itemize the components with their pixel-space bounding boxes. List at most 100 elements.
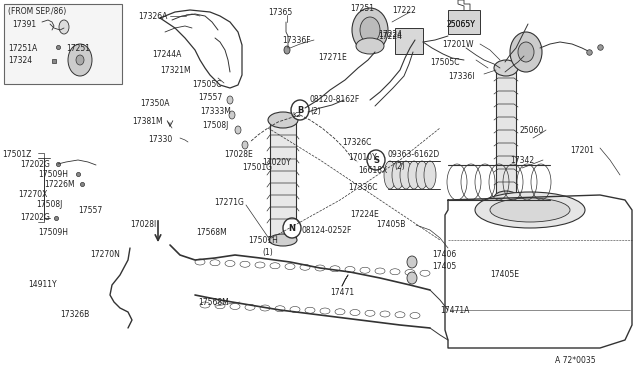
Ellipse shape [59,20,69,34]
Text: 17365: 17365 [268,8,292,17]
Ellipse shape [384,161,396,189]
Text: 17505C: 17505C [430,58,460,67]
Ellipse shape [242,141,248,149]
Ellipse shape [76,55,84,65]
Ellipse shape [416,161,428,189]
Text: 17202G: 17202G [20,160,50,169]
Text: 17202G: 17202G [20,213,50,222]
Text: 09363-6162D: 09363-6162D [388,150,440,159]
Ellipse shape [494,191,518,205]
Text: 17222: 17222 [392,6,416,15]
Text: (FROM SEP./86): (FROM SEP./86) [8,7,67,16]
Text: 25060: 25060 [520,126,544,135]
Text: 17010Y: 17010Y [348,153,377,162]
Bar [448,10,480,34]
Text: 17251: 17251 [66,44,90,53]
Text: 17251A: 17251A [8,44,37,53]
Text: 17333M: 17333M [200,107,231,116]
Text: 08124-0252F: 08124-0252F [302,226,353,235]
Text: 17324: 17324 [8,56,32,65]
Text: 17224: 17224 [378,30,402,39]
Bar [496,68,516,198]
Text: 17321M: 17321M [160,66,191,75]
Bar [4,4,122,84]
Text: 17251: 17251 [350,4,374,13]
Bar [270,120,296,240]
Text: 25065Y: 25065Y [447,20,476,29]
Text: 17391: 17391 [12,20,36,29]
Text: N: N [289,224,296,232]
Text: 17226M: 17226M [44,180,75,189]
Text: 17508J: 17508J [202,121,228,130]
Ellipse shape [367,150,385,170]
Text: 17028I: 17028I [130,220,156,229]
Text: (2): (2) [310,107,321,116]
Text: 17381M: 17381M [132,117,163,126]
Ellipse shape [424,161,436,189]
Ellipse shape [408,161,420,189]
Text: 14911Y: 14911Y [28,280,56,289]
Bar [395,28,423,54]
Text: 17557: 17557 [78,206,102,215]
Ellipse shape [284,46,290,54]
Ellipse shape [229,111,235,119]
Ellipse shape [235,126,241,134]
Text: 17336C: 17336C [348,183,378,192]
Text: A 72*0035: A 72*0035 [555,356,596,365]
Text: 17244A: 17244A [152,50,181,59]
Text: 17270X: 17270X [18,190,47,199]
Text: 08120-8162F: 08120-8162F [310,95,360,104]
Ellipse shape [392,161,404,189]
Text: 17509H: 17509H [38,228,68,237]
Text: 17201: 17201 [570,146,594,155]
Text: 17336F: 17336F [282,36,310,45]
Text: 17028E: 17028E [224,150,253,159]
Text: 17501G: 17501G [242,163,272,172]
Text: 17326C: 17326C [342,138,371,147]
Ellipse shape [227,96,233,104]
Ellipse shape [291,100,309,120]
Text: 17508J: 17508J [36,200,62,209]
Ellipse shape [269,234,297,246]
Ellipse shape [407,272,417,284]
Ellipse shape [268,112,298,128]
Text: 17020Y: 17020Y [262,158,291,167]
Text: 17271E: 17271E [318,53,347,62]
Ellipse shape [68,44,92,76]
Text: 17568M: 17568M [198,298,228,307]
Text: 17342: 17342 [510,156,534,165]
Text: 17330: 17330 [148,135,172,144]
Text: 25065Y: 25065Y [447,20,476,29]
Ellipse shape [283,218,301,238]
Text: 17509H: 17509H [38,170,68,179]
Text: 17471A: 17471A [440,306,469,315]
Ellipse shape [510,32,542,72]
Ellipse shape [494,60,518,76]
Ellipse shape [400,161,412,189]
Text: 17201W: 17201W [442,40,474,49]
Ellipse shape [356,38,384,54]
Text: 16618X: 16618X [358,166,387,175]
Text: 17557: 17557 [198,93,222,102]
Ellipse shape [407,256,417,268]
Text: 17501H: 17501H [248,236,278,245]
Text: 17270N: 17270N [90,250,120,259]
Text: B: B [297,106,303,115]
Text: 17350A: 17350A [140,99,170,108]
Text: 17326B: 17326B [60,310,89,319]
Text: 17224: 17224 [378,32,402,41]
Text: 17501Z: 17501Z [2,150,31,159]
Text: 17406: 17406 [432,250,456,259]
Text: 17405E: 17405E [490,270,519,279]
Text: (2): (2) [394,162,404,171]
Text: 17224E: 17224E [350,210,379,219]
Text: 17326A: 17326A [138,12,168,21]
Ellipse shape [490,198,570,222]
Text: K2: K2 [292,112,301,118]
Text: 17568M: 17568M [196,228,227,237]
Text: 17405B: 17405B [376,220,405,229]
Ellipse shape [352,8,388,52]
Ellipse shape [518,42,534,62]
Ellipse shape [360,17,380,43]
Text: 17405: 17405 [432,262,456,271]
